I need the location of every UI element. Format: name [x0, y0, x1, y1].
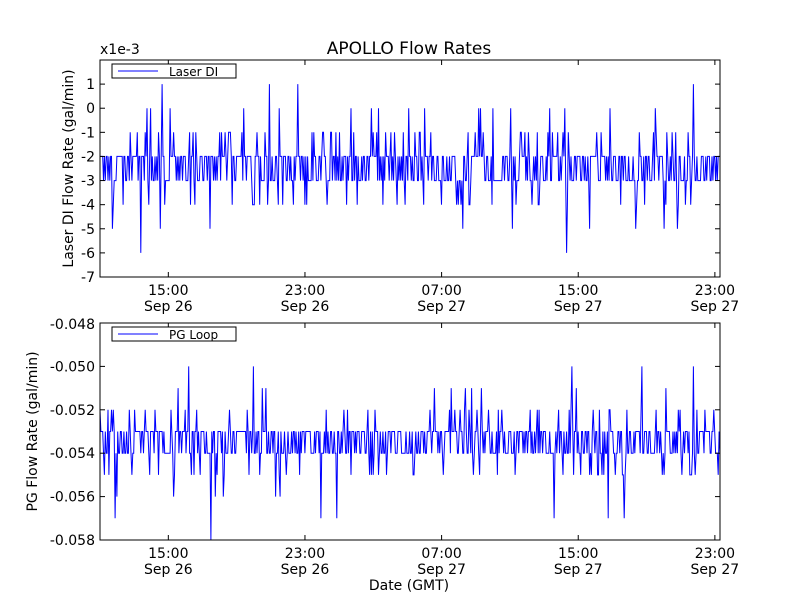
- y-tick-label: -2: [81, 149, 95, 165]
- y-offset-label: x1e-3: [100, 42, 140, 58]
- y-tick-label: -3: [81, 174, 95, 190]
- y-tick-label: -1: [81, 125, 95, 141]
- x-tick-label: 07:00: [421, 546, 461, 562]
- y-tick-label: -0.050: [50, 359, 95, 375]
- legend: PG Loop: [111, 326, 237, 342]
- chart-title: APOLLO Flow Rates: [327, 39, 492, 59]
- plot-frame: [99, 322, 721, 541]
- x-tick-label: Sep 27: [691, 299, 740, 315]
- y-tick-label: -0.048: [50, 317, 95, 333]
- x-tick-label: Sep 26: [144, 562, 193, 578]
- y-tick-label: -0.054: [50, 446, 95, 462]
- x-tick-label: 15:00: [148, 546, 188, 562]
- x-tick-label: Sep 26: [144, 299, 193, 315]
- y-tick-label: -0.056: [50, 490, 95, 506]
- x-tick-label: 23:00: [695, 546, 735, 562]
- x-tick-label: 15:00: [558, 283, 598, 299]
- series-line-pg-loop: [100, 366, 720, 540]
- y-tick-label: -7: [81, 270, 95, 286]
- x-tick-label: Sep 26: [281, 562, 330, 578]
- legend-box: [111, 326, 237, 342]
- y-axis-label: Laser DI Flow Rate (gal/min): [61, 69, 77, 267]
- legend-box: [111, 63, 237, 79]
- x-tick-label: 15:00: [558, 546, 598, 562]
- plot-frame: [99, 59, 721, 278]
- x-tick-label: Sep 27: [691, 562, 740, 578]
- y-axis-label: PG Flow Rate (gal/min): [25, 351, 41, 511]
- legend: Laser DI: [111, 63, 237, 79]
- x-axis-label: Date (GMT): [369, 578, 449, 594]
- x-tick-label: 23:00: [285, 546, 325, 562]
- series-line-laser-di: [100, 84, 720, 253]
- x-tick-label: Sep 27: [554, 562, 603, 578]
- x-tick-label: 07:00: [421, 283, 461, 299]
- legend-label: Laser DI: [169, 65, 218, 79]
- y-tick-label: -4: [81, 198, 95, 214]
- x-tick-label: 23:00: [695, 283, 735, 299]
- x-tick-label: Sep 26: [281, 299, 330, 315]
- x-tick-label: 23:00: [285, 283, 325, 299]
- x-tick-label: Sep 27: [554, 299, 603, 315]
- legend-label: PG Loop: [169, 328, 218, 342]
- y-tick-label: -0.058: [50, 533, 95, 549]
- x-tick-label: 15:00: [148, 283, 188, 299]
- x-tick-label: Sep 27: [417, 562, 466, 578]
- y-tick-label: 1: [86, 77, 95, 93]
- y-tick-label: -0.052: [50, 403, 95, 419]
- x-tick-label: Sep 27: [417, 299, 466, 315]
- y-tick-label: -6: [81, 246, 95, 262]
- y-tick-label: -5: [81, 222, 95, 238]
- bottom-chart: -0.048 -0.050 -0.052 -0.054 -0.056 -0.058 15:0…: [25, 317, 739, 578]
- y-tick-label: 0: [86, 101, 95, 117]
